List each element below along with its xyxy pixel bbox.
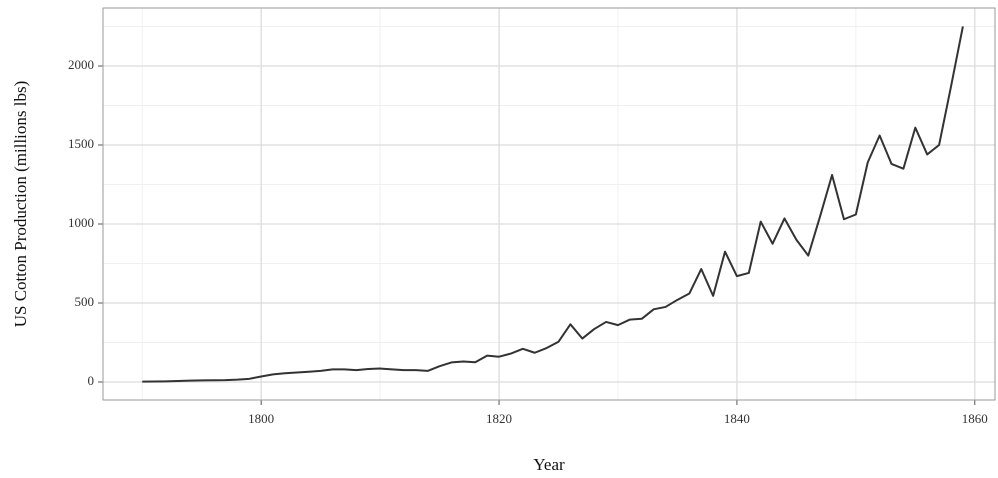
plot-background [103, 8, 995, 400]
x-tick-label: 1800 [248, 411, 274, 426]
y-axis-label: US Cotton Production (millions lbs) [11, 81, 30, 328]
plot-border [102, 7, 996, 401]
y-tick-label: 0 [88, 373, 95, 388]
y-tick-label: 1500 [68, 136, 94, 151]
line [142, 26, 964, 383]
y-tick-label: 1000 [68, 215, 94, 230]
x-tick-label: 1860 [962, 411, 988, 426]
y-tick-label: 2000 [68, 57, 94, 72]
x-tick-label: 1840 [724, 411, 750, 426]
x-axis-label: Year [533, 455, 565, 474]
y-tick-label: 500 [75, 294, 95, 309]
x-tick-label: 1820 [486, 411, 512, 426]
